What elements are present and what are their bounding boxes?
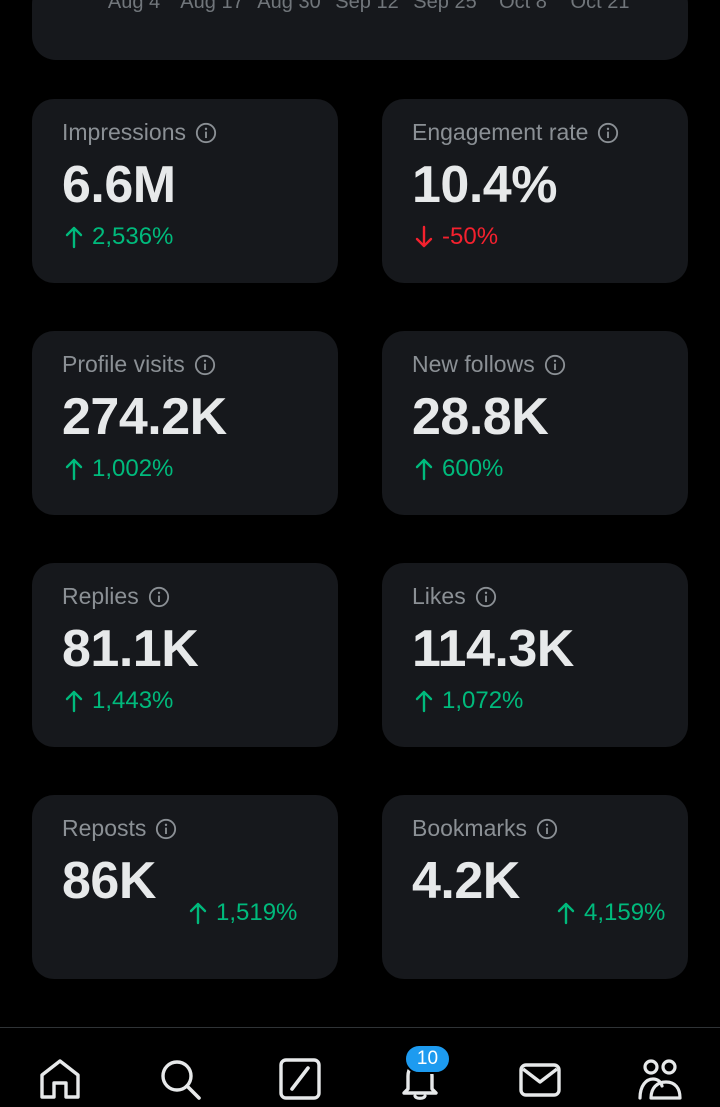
metric-change: -50% — [414, 223, 498, 251]
metric-change-value: 2,536% — [92, 223, 174, 250]
metric-change: 600% — [414, 455, 503, 483]
metric-card-profile-visits[interactable]: Profile visits 274.2K 1,002% — [32, 331, 338, 515]
arrow-down-icon — [415, 225, 433, 248]
metric-label: New follows — [412, 351, 535, 377]
metric-label: Bookmarks — [412, 815, 528, 841]
metric-value: 10.4% — [412, 156, 557, 214]
metric-card-likes[interactable]: Likes 114.3K 1,072% — [382, 563, 688, 747]
tab-search[interactable] — [157, 1056, 203, 1102]
metric-card-impressions[interactable]: Impressions 6.6M 2,536% — [32, 99, 338, 283]
metric-value: 81.1K — [62, 620, 199, 678]
metric-value: 86K — [62, 852, 156, 910]
metric-change-value: 1,072% — [442, 687, 524, 714]
info-icon[interactable] — [475, 586, 497, 608]
info-icon[interactable] — [155, 818, 177, 840]
arrow-up-icon — [65, 226, 83, 249]
metric-value: 4.2K — [412, 852, 520, 910]
arrow-up-icon — [415, 690, 433, 713]
metric-change: 1,002% — [64, 455, 173, 483]
x-axis-label: Sep 12 — [335, 0, 399, 13]
x-axis-label: Sep 25 — [413, 0, 477, 13]
tab-communities[interactable] — [637, 1056, 683, 1102]
metric-change-value: 600% — [442, 455, 504, 482]
metric-label: Impressions — [62, 119, 186, 145]
x-axis-label: Oct 21 — [570, 0, 630, 13]
metric-value: 274.2K — [62, 388, 227, 446]
info-icon[interactable] — [195, 122, 217, 144]
info-icon[interactable] — [597, 122, 619, 144]
metric-value: 28.8K — [412, 388, 549, 446]
x-axis-label: Aug 17 — [180, 0, 244, 13]
info-icon[interactable] — [148, 586, 170, 608]
arrow-up-icon — [65, 458, 83, 481]
metric-change-value: 4,159% — [584, 899, 666, 926]
metric-change: 1,072% — [414, 687, 523, 715]
notification-count-badge: 10 — [404, 1044, 451, 1074]
info-icon[interactable] — [194, 354, 216, 376]
info-icon[interactable] — [544, 354, 566, 376]
metric-change-value: 1,519% — [216, 899, 298, 926]
metric-card-replies[interactable]: Replies 81.1K 1,443% — [32, 563, 338, 747]
metric-change: 2,536% — [64, 223, 173, 251]
metric-card-new-follows[interactable]: New follows 28.8K 600% — [382, 331, 688, 515]
tab-home[interactable] — [37, 1056, 83, 1102]
x-axis-label: Aug 4 — [107, 0, 161, 13]
mail-icon — [519, 1063, 561, 1097]
metric-value: 6.6M — [62, 156, 176, 214]
metric-change-value: 1,002% — [92, 455, 174, 482]
metric-label: Replies — [62, 583, 139, 609]
metric-value: 114.3K — [412, 620, 574, 678]
communities-icon — [638, 1059, 682, 1100]
metric-change: 4,159% — [556, 899, 665, 927]
metric-change-value: 1,443% — [92, 687, 174, 714]
metric-label: Likes — [412, 583, 466, 609]
tabbar-divider — [0, 1027, 720, 1028]
home-icon — [40, 1059, 80, 1099]
metric-change: 1,519% — [188, 899, 297, 927]
metric-label: Reposts — [62, 815, 147, 841]
metric-change-value: -50% — [442, 223, 499, 250]
search-icon — [161, 1060, 201, 1100]
metric-card-engagement-rate[interactable]: Engagement rate 10.4% -50% — [382, 99, 688, 283]
arrow-up-icon — [415, 458, 433, 481]
arrow-up-icon — [557, 902, 575, 925]
x-axis-label: Oct 8 — [499, 0, 547, 13]
info-icon[interactable] — [536, 818, 558, 840]
arrow-up-icon — [189, 902, 207, 925]
tab-messages[interactable] — [517, 1056, 563, 1102]
bottom-tab-bar — [0, 1028, 720, 1105]
engagement-chart-card: Aug 4 Aug 17 Aug 30 Sep 12 Sep 25 Oct 8 … — [32, 0, 688, 60]
tab-grok[interactable] — [277, 1056, 323, 1102]
x-axis-label: Aug 30 — [257, 0, 321, 13]
metric-card-bookmarks[interactable]: Bookmarks 4.2K 4,159% — [382, 795, 688, 979]
metric-change: 1,443% — [64, 687, 173, 715]
grok-icon — [279, 1058, 321, 1100]
metric-label: Engagement rate — [412, 119, 589, 145]
arrow-up-icon — [65, 690, 83, 713]
metric-card-reposts[interactable]: Reposts 86K 1,519% — [32, 795, 338, 979]
metric-label: Profile visits — [62, 351, 185, 377]
chart-x-axis-labels: Aug 4 Aug 17 Aug 30 Sep 12 Sep 25 Oct 8 … — [32, 0, 688, 19]
